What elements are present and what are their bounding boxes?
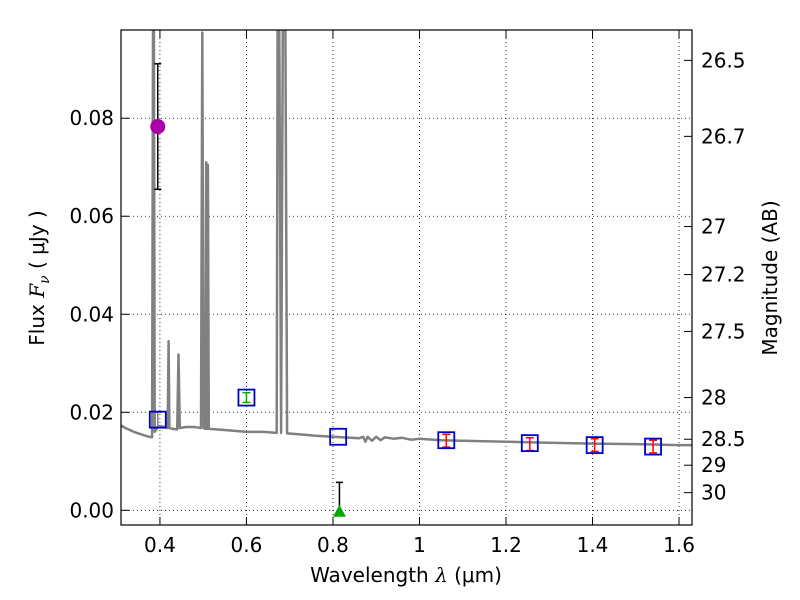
model-flux-square	[329, 427, 348, 446]
x-tick-label: 1.2	[490, 533, 522, 557]
x-tick-label: 1	[413, 533, 426, 557]
y-tick-label: 0.02	[69, 400, 114, 424]
y-axis-title: Flux Fν ( μJy )	[25, 210, 53, 345]
x-tick-label: 0.4	[144, 533, 176, 557]
x-tick-label: 1.6	[663, 533, 695, 557]
right-tick-label: 30	[701, 481, 726, 505]
model-flux-square	[237, 388, 256, 407]
right-tick-label: 28	[701, 386, 726, 410]
observed-errorbar	[242, 391, 251, 404]
model-flux-square	[585, 436, 604, 455]
y-tick-label: 0.04	[69, 302, 114, 326]
x-axis-title: Wavelength λ (μm)	[310, 563, 502, 587]
observed-errorbar	[649, 439, 658, 454]
x-tick-label: 0.6	[231, 533, 263, 557]
right-tick-label: 27.2	[701, 263, 746, 287]
observed-errorbar	[590, 437, 599, 453]
axis-ticks: 0.4 0.6 0.8 1 1.2 1.4 1.6 0.00 0.02 0.04 0.06 0.08 2…	[69, 30, 746, 557]
right-tick-label: 29	[701, 453, 726, 477]
observed-errorbar	[442, 433, 451, 448]
right-tick-label: 26.7	[701, 124, 746, 148]
right-tick-label: 27	[701, 215, 726, 239]
model-flux-square	[437, 431, 456, 450]
x-tick-label: 0.8	[317, 533, 349, 557]
model-sed-line	[121, 30, 692, 447]
model-flux-square	[520, 434, 539, 453]
right-tick-label: 28.5	[701, 427, 746, 451]
model-flux-square	[148, 410, 167, 429]
observed-flux-circle	[150, 119, 166, 135]
plot-frame	[120, 29, 693, 526]
right-axis-title: Magnitude (AB)	[758, 200, 782, 355]
x-tick-label: 1.4	[577, 533, 609, 557]
upper-limit-triangle	[332, 504, 346, 517]
right-tick-label: 26.5	[701, 48, 746, 72]
plot-area	[121, 30, 692, 517]
right-tick-label: 27.5	[701, 319, 746, 343]
model-flux-square	[644, 437, 662, 456]
y-tick-label: 0.06	[69, 204, 114, 228]
y-tick-label: 0.00	[69, 498, 114, 522]
y-tick-label: 0.08	[69, 106, 114, 130]
